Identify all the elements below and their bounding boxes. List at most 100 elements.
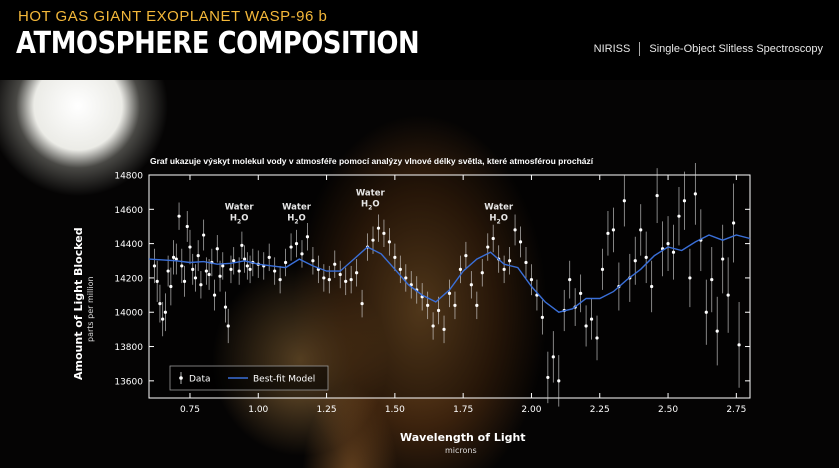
data-point	[155, 279, 159, 283]
data-point	[152, 264, 157, 268]
x-tick-label: 2.25	[590, 405, 610, 415]
data-point	[289, 245, 293, 249]
data-point	[529, 278, 534, 282]
separator	[639, 42, 641, 56]
data-point	[333, 262, 337, 266]
data-point	[248, 267, 252, 271]
data-point	[721, 257, 725, 261]
data-point	[704, 310, 708, 314]
data-point	[447, 291, 452, 295]
instrument-name: NIRISS	[593, 42, 631, 55]
x-tick-label: 1.00	[248, 405, 268, 415]
data-point	[568, 278, 572, 282]
data-point	[600, 267, 605, 271]
data-point	[606, 231, 610, 235]
chart-title: Graf ukazuje výskyt molekul vody v atmos…	[150, 156, 594, 166]
y-tick-label: 13600	[114, 377, 143, 387]
data-point	[163, 310, 167, 314]
data-point	[199, 283, 203, 287]
data-point	[207, 272, 211, 277]
data-point	[715, 329, 719, 333]
annotation-formula: H2O	[361, 200, 380, 212]
x-tick-label: 0.75	[180, 405, 200, 415]
data-point	[174, 257, 178, 261]
y-tick-label: 14800	[114, 172, 143, 182]
annotation-formula: H2O	[489, 213, 508, 225]
data-point	[273, 269, 277, 273]
data-point	[431, 324, 435, 328]
data-point	[453, 303, 457, 307]
data-point	[502, 267, 506, 271]
data-point	[232, 259, 236, 263]
x-tick-label: 2.00	[521, 405, 541, 415]
data-point	[579, 291, 583, 295]
x-tick-label: 1.25	[317, 405, 337, 415]
data-point	[732, 221, 736, 225]
annotation-formula: H2O	[287, 213, 306, 225]
data-point	[710, 278, 714, 282]
data-point	[204, 269, 208, 273]
data-point	[371, 238, 375, 242]
data-point	[278, 278, 282, 282]
data-point	[349, 278, 353, 282]
data-point	[185, 224, 189, 229]
data-point	[294, 242, 299, 246]
y-axis-unit: parts per million	[86, 276, 95, 342]
data-point	[338, 272, 342, 277]
data-point	[584, 324, 588, 328]
data-point	[221, 264, 225, 268]
x-axis-label: Wavelength of Light	[400, 431, 526, 444]
data-point	[212, 293, 217, 297]
data-point	[300, 252, 304, 256]
data-point	[513, 228, 517, 232]
data-point	[158, 302, 162, 306]
data-point	[622, 199, 626, 203]
data-point	[322, 276, 326, 280]
data-point	[215, 247, 219, 251]
data-point	[464, 254, 468, 258]
data-point	[398, 267, 402, 271]
data-point	[191, 267, 195, 271]
data-point	[546, 375, 550, 380]
data-point	[611, 228, 616, 232]
data-point	[240, 243, 244, 247]
data-point	[283, 260, 288, 265]
data-point	[218, 274, 222, 278]
data-point	[166, 269, 170, 273]
data-point	[436, 308, 441, 313]
data-point	[267, 255, 271, 259]
y-axis-label: Amount of Light Blocked	[72, 227, 85, 380]
header: HOT GAS GIANT EXOPLANET WASP-96 b ATMOSP…	[0, 0, 839, 80]
data-point	[633, 259, 637, 263]
data-point	[180, 264, 184, 268]
data-point	[355, 271, 359, 275]
data-point	[557, 379, 561, 383]
instrument-mode: Single-Object Slitless Spectroscopy	[649, 42, 823, 55]
data-point	[196, 254, 200, 258]
supertitle: HOT GAS GIANT EXOPLANET WASP-96 b	[18, 8, 328, 25]
annotation-label: Water	[484, 202, 514, 212]
data-point	[666, 242, 670, 246]
data-point	[305, 235, 310, 239]
data-point	[682, 199, 687, 203]
data-point	[671, 250, 676, 254]
data-point	[551, 355, 555, 359]
data-point	[480, 271, 484, 275]
x-tick-label: 2.75	[726, 405, 746, 415]
data-point	[442, 327, 446, 331]
data-point	[182, 279, 187, 283]
x-tick-label: 1.50	[385, 405, 405, 415]
data-point	[508, 259, 512, 263]
data-point	[193, 276, 198, 280]
data-point	[387, 240, 391, 244]
legend-model-label: Best-fit Model	[253, 375, 315, 385]
data-point	[245, 264, 249, 268]
data-point	[589, 317, 594, 321]
data-point	[202, 233, 206, 237]
data-point	[650, 284, 654, 289]
data-point	[540, 315, 544, 319]
data-point	[595, 336, 599, 340]
data-point	[327, 278, 331, 282]
data-point	[229, 267, 233, 271]
